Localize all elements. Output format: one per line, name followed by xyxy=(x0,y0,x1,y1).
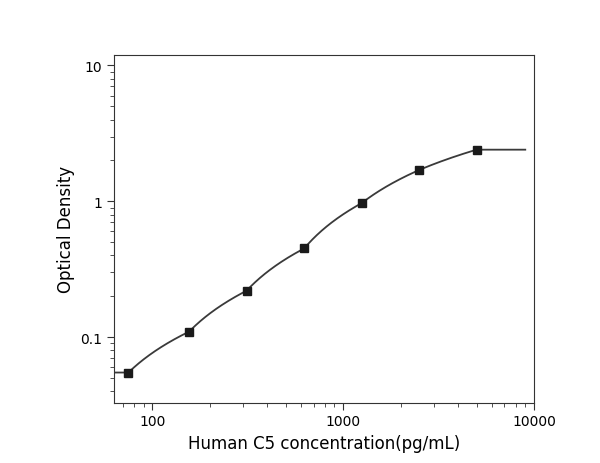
X-axis label: Human C5 concentration(pg/mL): Human C5 concentration(pg/mL) xyxy=(188,434,460,452)
Y-axis label: Optical Density: Optical Density xyxy=(56,166,74,293)
